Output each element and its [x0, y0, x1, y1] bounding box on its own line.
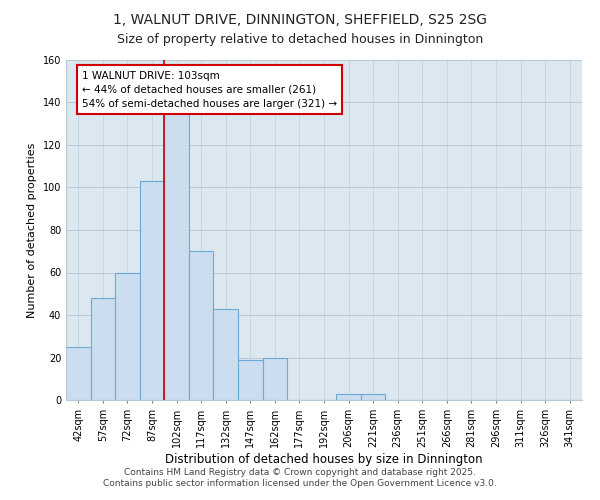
Bar: [238, 360, 263, 400]
Bar: [361, 394, 385, 400]
X-axis label: Distribution of detached houses by size in Dinnington: Distribution of detached houses by size …: [165, 452, 483, 466]
Bar: [214, 308, 238, 400]
Text: Size of property relative to detached houses in Dinnington: Size of property relative to detached ho…: [117, 32, 483, 46]
Text: Contains HM Land Registry data © Crown copyright and database right 2025.
Contai: Contains HM Land Registry data © Crown c…: [103, 468, 497, 487]
Bar: [66, 347, 91, 400]
Bar: [164, 113, 189, 400]
Text: 1 WALNUT DRIVE: 103sqm
← 44% of detached houses are smaller (261)
54% of semi-de: 1 WALNUT DRIVE: 103sqm ← 44% of detached…: [82, 70, 337, 108]
Bar: [263, 358, 287, 400]
Bar: [91, 298, 115, 400]
Text: 1, WALNUT DRIVE, DINNINGTON, SHEFFIELD, S25 2SG: 1, WALNUT DRIVE, DINNINGTON, SHEFFIELD, …: [113, 12, 487, 26]
Bar: [189, 251, 214, 400]
Y-axis label: Number of detached properties: Number of detached properties: [27, 142, 37, 318]
Bar: [140, 181, 164, 400]
Bar: [336, 394, 361, 400]
Bar: [115, 272, 140, 400]
